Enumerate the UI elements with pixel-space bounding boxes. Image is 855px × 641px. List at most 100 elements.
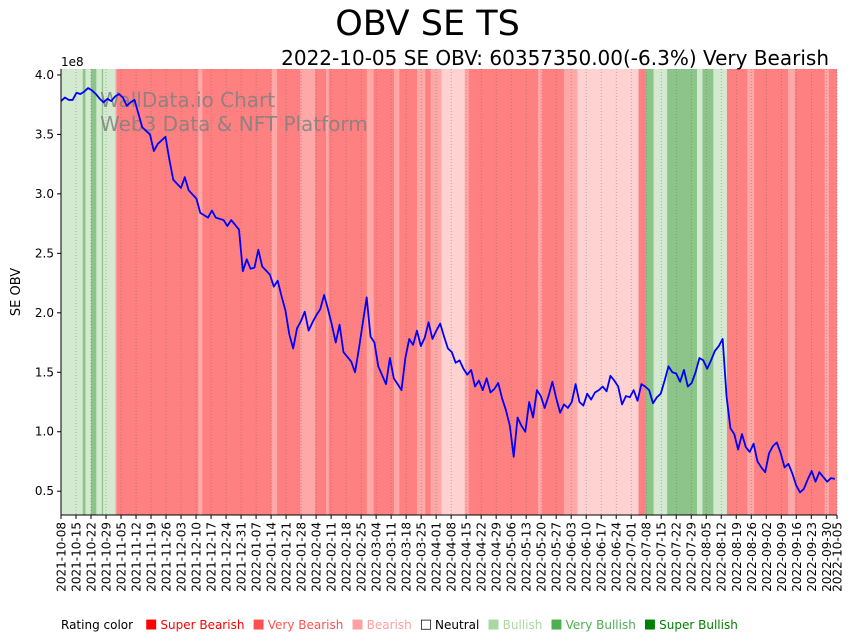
x-tick-label-28: 2022-04-22 — [475, 522, 489, 592]
x-tick-label-17: 2022-02-04 — [310, 522, 324, 592]
rating-band-30 — [577, 69, 639, 515]
watermark-line-1: WallData.io Chart — [100, 88, 275, 112]
rating-band-29 — [563, 69, 578, 515]
rating-band-2 — [85, 69, 92, 515]
legend-swatch-icon: ■ — [252, 617, 265, 632]
x-tick-label-36: 2022-06-17 — [595, 522, 609, 592]
legend-label: Super Bullish — [659, 617, 738, 632]
rating-band-34 — [667, 69, 684, 515]
rating-band-1 — [82, 69, 86, 515]
rating-band-11 — [271, 69, 278, 515]
x-tick-label-1: 2021-10-15 — [70, 522, 84, 592]
rating-band-33 — [653, 69, 668, 515]
legend-swatch-icon: ■ — [643, 617, 657, 632]
x-tick-label-51: 2022-09-30 — [820, 522, 834, 592]
x-tick-label-48: 2022-09-09 — [775, 522, 789, 592]
x-tick-label-0: 2021-10-08 — [55, 522, 69, 592]
x-tick-label-10: 2021-12-17 — [205, 522, 219, 592]
legend-item-super-bullish: ■ Super Bullish — [644, 617, 738, 632]
x-tick-label-44: 2022-08-12 — [715, 522, 729, 592]
y-tick-label-4: 2.5 — [35, 246, 54, 260]
x-axis-ticks: 2021-10-08 2021-10-15 2021-10-22 2021-10-29… — [55, 515, 845, 592]
rating-band-20 — [399, 69, 418, 515]
legend-swatch-icon: □ — [419, 617, 433, 632]
rating-band-3 — [90, 69, 97, 515]
x-tick-label-37: 2022-06-24 — [610, 522, 624, 592]
x-tick-label-18: 2022-02-11 — [325, 522, 339, 592]
rating-band-39 — [726, 69, 748, 515]
vertical-gridlines — [60, 69, 838, 515]
x-tick-label-20: 2022-02-25 — [355, 522, 369, 592]
x-tick-label-5: 2021-11-12 — [130, 522, 144, 592]
legend-label: Neutral — [435, 617, 480, 632]
legend-label: Super Bearish — [160, 617, 245, 632]
x-tick-label-31: 2022-05-13 — [520, 522, 534, 592]
chart-title: OBV SE TS — [335, 4, 520, 44]
y-tick-label-5: 3.0 — [35, 187, 54, 201]
rating-band-37 — [702, 69, 714, 515]
x-tick-label-4: 2021-11-05 — [115, 522, 129, 592]
x-tick-label-7: 2021-11-26 — [160, 522, 174, 592]
x-tick-label-39: 2022-07-08 — [640, 522, 654, 592]
rating-band-4 — [96, 69, 103, 515]
x-tick-label-34: 2022-06-03 — [565, 522, 579, 592]
x-tick-label-6: 2021-11-19 — [145, 522, 159, 592]
watermark-line-2: Web3 Data & NFT Platform — [100, 112, 368, 136]
x-tick-label-15: 2022-01-21 — [280, 522, 294, 592]
legend-label: Bullish — [502, 617, 543, 632]
x-tick-label-13: 2022-01-07 — [250, 522, 264, 592]
legend-swatch-icon: ■ — [550, 617, 563, 632]
rating-band-18 — [373, 69, 395, 515]
x-tick-label-21: 2022-03-04 — [370, 522, 384, 592]
rating-bands — [61, 69, 837, 515]
rating-band-16 — [328, 69, 368, 515]
x-tick-label-25: 2022-04-01 — [430, 522, 444, 592]
axes — [60, 69, 837, 516]
rating-band-9 — [198, 69, 203, 515]
rating-band-22 — [425, 69, 431, 515]
y-tick-label-7: 4.0 — [35, 68, 54, 82]
y-tick-label-3: 2.0 — [35, 306, 54, 320]
x-tick-label-35: 2022-06-10 — [580, 522, 594, 592]
x-tick-label-2: 2021-10-22 — [85, 522, 99, 592]
x-tick-label-19: 2022-02-18 — [340, 522, 354, 592]
legend-swatch-icon: ■ — [145, 617, 158, 632]
legend-item-bearish: ■ Bearish — [351, 617, 411, 632]
rating-band-19 — [393, 69, 400, 515]
x-tick-label-30: 2022-05-06 — [505, 522, 519, 592]
legend-item-neutral: □ Neutral — [420, 617, 480, 632]
y-axis-label: SE OBV — [9, 268, 24, 316]
x-tick-label-32: 2022-05-20 — [535, 522, 549, 592]
rating-band-43 — [794, 69, 826, 515]
x-tick-label-22: 2022-03-11 — [385, 522, 399, 592]
rating-band-25 — [464, 69, 470, 515]
rating-band-26 — [468, 69, 539, 515]
x-tick-label-3: 2021-10-29 — [100, 522, 114, 592]
y-tick-label-6: 3.5 — [35, 127, 54, 141]
x-tick-label-12: 2021-12-31 — [235, 522, 249, 592]
rating-band-17 — [366, 69, 374, 515]
x-tick-label-49: 2022-09-16 — [790, 522, 804, 592]
rating-band-38 — [713, 69, 728, 515]
rating-band-45 — [828, 69, 837, 515]
rating-band-31 — [638, 69, 646, 515]
x-tick-label-8: 2021-12-03 — [175, 522, 189, 592]
chart-subtitle: 2022-10-05 SE OBV: 60357350.00(-6.3%) Ve… — [281, 46, 829, 70]
legend-swatch-icon: ■ — [487, 617, 500, 632]
rating-band-27 — [538, 69, 543, 515]
rating-band-28 — [542, 69, 565, 515]
legend-item-very-bullish: ■ Very Bullish — [550, 617, 636, 632]
legend-item-bullish: ■ Bullish — [487, 617, 542, 632]
rating-band-32 — [645, 69, 654, 515]
x-tick-label-33: 2022-05-27 — [550, 522, 564, 592]
x-tick-label-47: 2022-09-02 — [760, 522, 774, 592]
x-tick-label-38: 2022-07-01 — [625, 522, 639, 592]
x-tick-label-41: 2022-07-22 — [670, 522, 684, 592]
legend-swatch-icon: ■ — [351, 617, 364, 632]
y-axis-ticks: 0.5 1.0 1.5 2.0 2.5 3.0 3.5 4.0 — [35, 68, 61, 498]
x-tick-label-9: 2021-12-10 — [190, 522, 204, 592]
x-tick-label-14: 2022-01-14 — [265, 522, 279, 592]
legend-item-super-bearish: ■ Super Bearish — [145, 617, 244, 632]
rating-band-14 — [315, 69, 327, 515]
